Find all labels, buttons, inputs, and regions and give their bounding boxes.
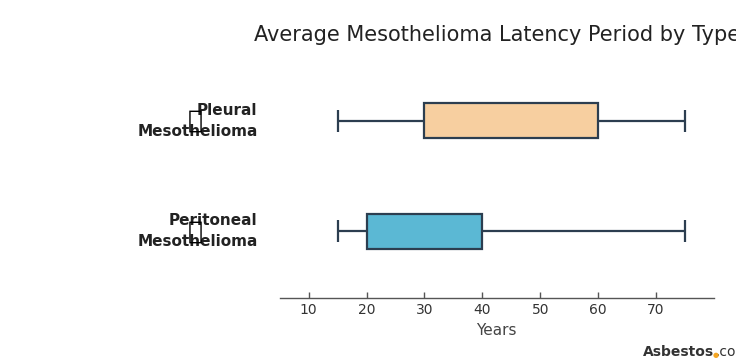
Text: 🫃: 🫃 xyxy=(188,219,202,243)
Text: Pleural
Mesothelioma: Pleural Mesothelioma xyxy=(137,103,258,139)
Title: Average Mesothelioma Latency Period by Type: Average Mesothelioma Latency Period by T… xyxy=(254,25,736,45)
FancyBboxPatch shape xyxy=(425,103,598,138)
Text: .com: .com xyxy=(715,345,736,359)
Text: Peritoneal
Mesothelioma: Peritoneal Mesothelioma xyxy=(137,213,258,249)
FancyBboxPatch shape xyxy=(367,214,482,249)
Text: ●: ● xyxy=(712,352,718,358)
Text: Asbestos: Asbestos xyxy=(643,345,714,359)
Text: 🫁: 🫁 xyxy=(188,109,202,133)
X-axis label: Years: Years xyxy=(476,323,517,338)
